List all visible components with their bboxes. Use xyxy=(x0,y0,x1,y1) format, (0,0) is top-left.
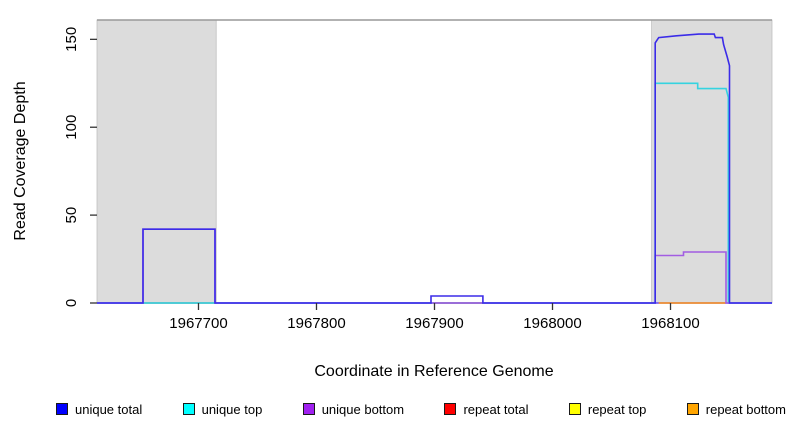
y-tick-label: 100 xyxy=(63,115,80,140)
y-tick-label: 0 xyxy=(63,299,80,307)
legend-item-repeat-total: repeat total xyxy=(444,401,529,417)
y-tick-label: 150 xyxy=(63,27,80,52)
x-tick-label: 1968100 xyxy=(641,315,699,332)
series-lines xyxy=(97,33,772,304)
x-tick-label: 1967700 xyxy=(169,315,227,332)
repeat-top-swatch-icon xyxy=(568,403,581,415)
shaded-region xyxy=(96,19,217,304)
coverage-chart: 1967700 1967800 1967900 1968000 1968100 0 50 10… xyxy=(12,19,773,380)
y-axis-label: Read Coverage Depth xyxy=(12,81,29,240)
legend: unique total unique top unique bottom re… xyxy=(0,398,792,420)
unique-top-swatch-icon xyxy=(182,403,195,415)
x-tick-label: 1967900 xyxy=(405,315,463,332)
legend-label: repeat top xyxy=(587,401,647,417)
legend-item-repeat-top: repeat top xyxy=(568,401,647,417)
series-unique-total xyxy=(97,33,772,304)
legend-item-unique-total: unique total xyxy=(56,402,142,417)
axes: 1967700 1967800 1967900 1968000 1968100 0 50 10… xyxy=(63,27,700,332)
legend-label: repeat total xyxy=(463,401,529,417)
repeat-bottom-swatch-icon xyxy=(686,403,699,415)
legend-label: repeat bottom xyxy=(705,401,786,417)
x-tick-label: 1967800 xyxy=(287,315,345,332)
y-tick-label: 50 xyxy=(63,207,80,224)
x-axis-label: Coordinate in Reference Genome xyxy=(314,363,553,380)
legend-item-repeat-bottom: repeat bottom xyxy=(686,401,786,417)
legend-label: unique top xyxy=(201,401,263,417)
unique-bottom-swatch-icon xyxy=(302,403,315,415)
shaded-regions xyxy=(96,19,773,304)
shaded-region xyxy=(651,19,773,304)
repeat-total-swatch-icon xyxy=(444,403,457,415)
legend-label: unique total xyxy=(75,401,143,417)
unique-total-swatch-icon xyxy=(56,403,68,415)
legend-item-unique-top: unique top xyxy=(182,401,263,417)
x-tick-label: 1968000 xyxy=(523,315,581,332)
legend-item-unique-bottom: unique bottom xyxy=(302,401,405,417)
legend-label: unique bottom xyxy=(321,401,405,417)
